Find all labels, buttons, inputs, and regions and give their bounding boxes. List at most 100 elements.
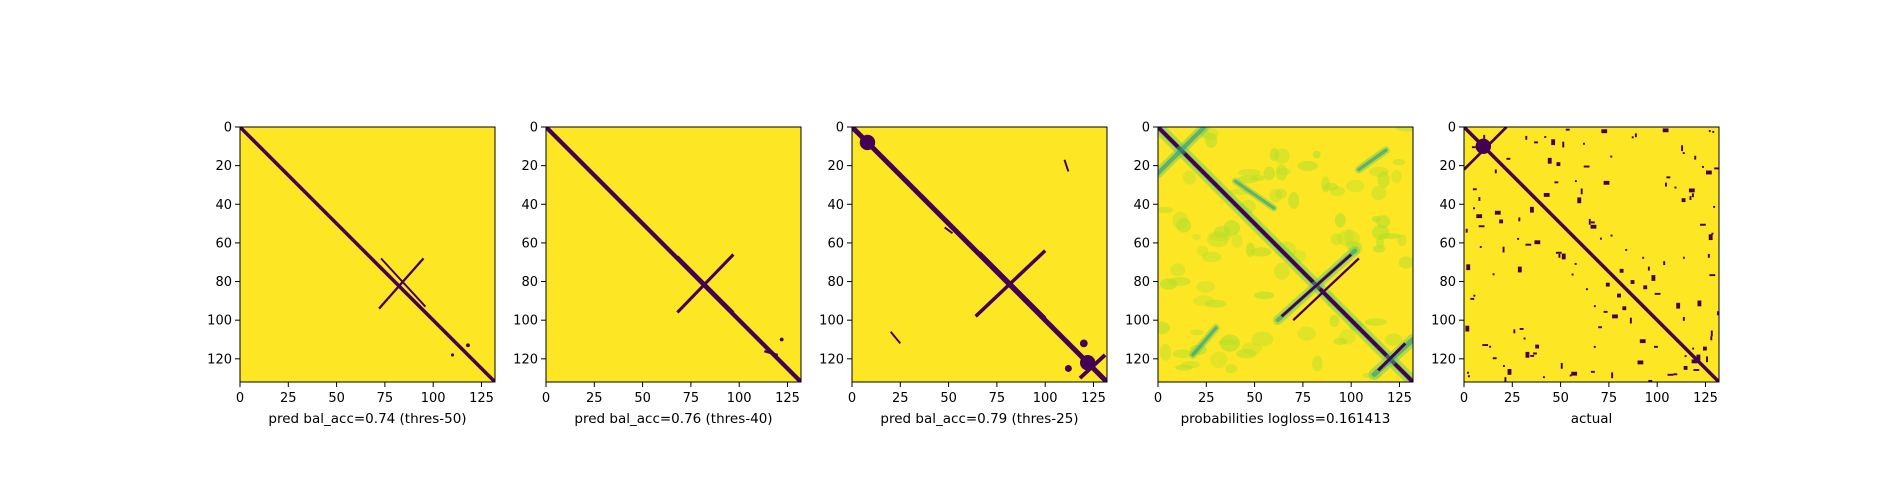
contact-cell bbox=[1476, 214, 1483, 219]
contact-cell-mirror bbox=[1556, 162, 1561, 167]
contact-cell-mirror bbox=[1533, 352, 1537, 355]
axes-frame bbox=[545, 126, 802, 383]
probability-haze bbox=[1376, 215, 1391, 229]
y-tick-label: 100 bbox=[1431, 314, 1456, 329]
x-axis-label: actual bbox=[1571, 411, 1613, 427]
contact-cell bbox=[1714, 167, 1719, 170]
probability-haze bbox=[1397, 234, 1407, 247]
probability-haze bbox=[1269, 148, 1280, 162]
contact-cell bbox=[1710, 336, 1713, 341]
y-tick-label: 0 bbox=[1142, 121, 1150, 136]
probability-haze bbox=[1202, 251, 1222, 263]
probability-band-inner-12 bbox=[1233, 179, 1276, 210]
contact-cell bbox=[1637, 360, 1644, 365]
contact-cell-mirror bbox=[1647, 266, 1650, 271]
y-tick-label: 100 bbox=[1125, 314, 1150, 329]
heatmap-cells bbox=[546, 127, 801, 382]
contact-cell bbox=[1482, 344, 1489, 347]
x-tick-label: 75 bbox=[683, 391, 700, 406]
y-tick-label: 120 bbox=[513, 352, 538, 367]
y-tick-label: 80 bbox=[1439, 275, 1456, 290]
contact-blob-6 bbox=[1079, 354, 1096, 371]
contact-cell-mirror bbox=[1529, 206, 1534, 213]
contact-cell bbox=[1712, 130, 1715, 133]
contact-blob-5 bbox=[859, 134, 876, 151]
contact-cell bbox=[1689, 196, 1692, 200]
contact-cell-mirror bbox=[1577, 197, 1582, 204]
contact-cell-mirror bbox=[1467, 371, 1469, 374]
contact-cell-mirror bbox=[1713, 205, 1716, 208]
contact-cell bbox=[1612, 314, 1618, 319]
contact-cell bbox=[1711, 232, 1714, 235]
probability-haze bbox=[1176, 218, 1192, 233]
contact-cell-mirror bbox=[1625, 248, 1628, 251]
contact-band-4 bbox=[763, 349, 779, 357]
contact-cell-mirror bbox=[1676, 302, 1681, 309]
contact-cell-mirror bbox=[1558, 253, 1561, 258]
probability-haze bbox=[1263, 166, 1276, 181]
contact-cell bbox=[1571, 371, 1578, 376]
contact-cell-mirror bbox=[1629, 317, 1632, 324]
y-tick-label: 20 bbox=[1133, 159, 1150, 174]
contact-cell bbox=[1718, 231, 1719, 236]
probability-haze bbox=[1275, 164, 1288, 181]
x-tick-label: 75 bbox=[377, 391, 394, 406]
x-tick-label: 125 bbox=[1387, 391, 1412, 406]
x-tick-label: 75 bbox=[989, 391, 1006, 406]
probability-haze bbox=[1274, 148, 1290, 164]
contact-band-6 bbox=[1292, 257, 1360, 322]
x-tick-label: 25 bbox=[1198, 391, 1215, 406]
contact-cell bbox=[1499, 219, 1504, 224]
y-tick-label: 80 bbox=[827, 275, 844, 290]
x-axis-label: probabilities logloss=0.161413 bbox=[1181, 411, 1391, 427]
contact-band-5 bbox=[1280, 253, 1353, 318]
contact-cell bbox=[1662, 128, 1669, 133]
probability-haze bbox=[1196, 245, 1209, 257]
contact-cell-mirror bbox=[1561, 253, 1566, 260]
x-tick-label: 100 bbox=[421, 391, 446, 406]
contact-band-3 bbox=[978, 251, 1047, 320]
panel-5: 0 25 50 75 100 125 0 20 40 60 80 100 120 actual bbox=[1431, 121, 1720, 427]
contact-cell-mirror bbox=[1562, 141, 1565, 148]
probability-haze bbox=[1225, 363, 1238, 374]
x-tick-label: 125 bbox=[1081, 391, 1106, 406]
axes-frame bbox=[851, 126, 1108, 383]
contact-cell bbox=[1583, 165, 1590, 168]
x-tick-label: 100 bbox=[727, 391, 752, 406]
contact-cell-mirror bbox=[1470, 297, 1475, 300]
contact-cell-mirror bbox=[1622, 306, 1627, 311]
probability-haze bbox=[1292, 250, 1307, 263]
y-tick-label: 20 bbox=[521, 159, 538, 174]
contact-cell-mirror bbox=[1651, 275, 1656, 281]
x-tick-label: 100 bbox=[1339, 391, 1364, 406]
probability-haze bbox=[1297, 160, 1319, 171]
probability-haze bbox=[1210, 351, 1228, 369]
contact-cell bbox=[1702, 165, 1704, 168]
contact-cell bbox=[1555, 251, 1562, 254]
contact-cell-mirror bbox=[1568, 381, 1573, 382]
contact-cell-mirror bbox=[1707, 253, 1710, 258]
contact-cell-mirror bbox=[1560, 362, 1563, 369]
probability-haze bbox=[1170, 263, 1186, 277]
probability-haze bbox=[1334, 213, 1346, 228]
y-tick-label: 20 bbox=[1439, 159, 1456, 174]
contact-cell bbox=[1605, 282, 1610, 287]
x-tick-label: 100 bbox=[1645, 391, 1670, 406]
contact-cell bbox=[1692, 347, 1695, 350]
contact-cell bbox=[1693, 369, 1700, 371]
contact-cell bbox=[1518, 217, 1521, 222]
contact-cell-mirror bbox=[1682, 256, 1685, 259]
contact-cell-mirror bbox=[1547, 157, 1552, 164]
contact-cell-mirror bbox=[1702, 346, 1707, 351]
contact-cell-mirror bbox=[1465, 228, 1468, 233]
y-tick-label: 0 bbox=[836, 121, 844, 136]
contact-cell-mirror bbox=[1525, 351, 1530, 358]
probability-haze bbox=[1182, 170, 1197, 185]
x-tick-label: 0 bbox=[236, 391, 244, 406]
contact-cell-mirror bbox=[1483, 134, 1486, 139]
contact-cell bbox=[1610, 155, 1613, 158]
x-axis-label: pred bal_acc=0.79 (thres-25) bbox=[880, 411, 1078, 427]
y-tick-label: 60 bbox=[215, 236, 232, 251]
x-tick-label: 75 bbox=[1601, 391, 1618, 406]
probability-haze bbox=[1276, 167, 1291, 176]
